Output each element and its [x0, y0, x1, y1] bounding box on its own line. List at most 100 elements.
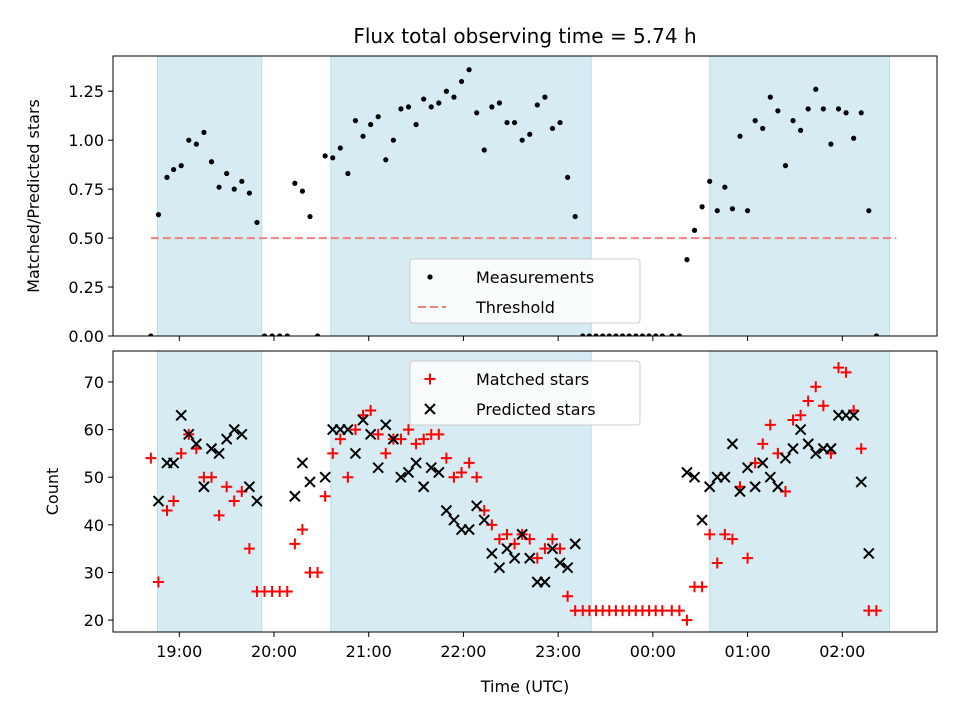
data-point	[586, 333, 593, 336]
y-tick-label: 0.00	[68, 327, 104, 346]
data-point	[161, 505, 173, 517]
data-point	[349, 424, 361, 436]
y-tick-label: 0.50	[68, 229, 104, 248]
data-point	[433, 428, 445, 440]
data-point	[688, 471, 701, 483]
data-point	[296, 457, 309, 469]
data-point	[673, 605, 685, 617]
data-point	[840, 366, 852, 378]
x-tick-label: 23:00	[535, 642, 581, 661]
data-point	[471, 471, 483, 483]
data-point	[606, 333, 612, 336]
data-point	[228, 495, 240, 507]
data-point	[436, 100, 442, 106]
data-point	[810, 447, 822, 460]
data-point	[527, 131, 533, 137]
data-point	[375, 114, 381, 120]
data-point	[239, 178, 245, 184]
data-point	[873, 333, 879, 336]
data-point	[726, 438, 739, 450]
data-point	[213, 509, 225, 521]
shaded-interval	[157, 55, 263, 337]
data-point	[322, 153, 328, 159]
data-point	[398, 106, 404, 112]
data-point	[562, 590, 574, 602]
data-point	[299, 188, 306, 194]
y-tick-label: 40	[84, 516, 104, 535]
legend-box	[409, 360, 641, 426]
data-point	[779, 452, 792, 464]
legend-label: Measurements	[476, 268, 594, 287]
x-tick-label: 21:00	[346, 642, 392, 661]
data-point	[387, 433, 400, 445]
data-point	[851, 135, 857, 141]
data-point	[254, 219, 260, 226]
data-point	[580, 333, 586, 336]
y-tick-label: 0.25	[68, 278, 104, 297]
data-point	[489, 104, 495, 110]
data-point	[372, 461, 384, 474]
data-point	[458, 78, 465, 85]
data-point	[380, 419, 392, 431]
data-point	[534, 102, 540, 108]
data-point	[817, 400, 829, 412]
data-point	[360, 133, 366, 139]
data-point	[220, 433, 233, 445]
data-point	[330, 155, 336, 161]
y-tick-label: 60	[84, 421, 104, 440]
data-point	[504, 119, 510, 126]
data-point	[639, 333, 646, 336]
data-point	[463, 523, 475, 536]
data-point	[714, 208, 720, 214]
data-point	[478, 514, 490, 526]
data-point	[198, 481, 210, 493]
data-point	[390, 137, 396, 143]
data-point	[802, 395, 814, 407]
data-point	[619, 333, 626, 336]
data-point	[345, 170, 351, 177]
data-point	[516, 528, 528, 541]
data-point	[208, 159, 215, 165]
data-point	[691, 227, 698, 233]
data-point	[281, 586, 293, 598]
data-point	[847, 409, 860, 422]
data-point	[835, 106, 842, 112]
data-point	[364, 428, 377, 441]
x-tick-label: 00:00	[630, 642, 676, 661]
x-tick-label: 20:00	[251, 642, 297, 661]
data-point	[372, 428, 384, 440]
data-point	[782, 163, 789, 169]
data-point	[669, 333, 675, 336]
data-point	[410, 457, 422, 469]
data-point	[653, 333, 659, 336]
data-point	[231, 186, 237, 192]
y-tick-label: 20	[84, 611, 104, 630]
data-point	[296, 524, 308, 536]
data-point	[216, 184, 222, 190]
data-point	[337, 145, 343, 151]
data-point	[699, 204, 705, 210]
data-point	[737, 133, 743, 139]
data-point	[820, 106, 826, 112]
data-point	[749, 481, 761, 493]
data-point	[565, 174, 571, 180]
data-point	[810, 381, 822, 393]
data-point	[508, 552, 521, 564]
data-point	[410, 438, 422, 450]
data-point	[327, 447, 339, 459]
data-point	[277, 333, 283, 336]
data-point	[752, 118, 758, 124]
data-point	[787, 442, 799, 455]
data-point	[760, 125, 766, 132]
data-point	[352, 118, 359, 124]
legend-box	[409, 258, 641, 324]
data-point	[205, 442, 218, 455]
chart-title: Flux total observing time = 5.74 h	[353, 24, 696, 48]
data-point	[496, 100, 503, 106]
data-point	[794, 423, 807, 436]
shaded-interval	[709, 55, 891, 337]
data-point	[704, 528, 716, 540]
y-axis-label: Count	[43, 468, 62, 516]
y-tick-label: 30	[84, 563, 104, 582]
